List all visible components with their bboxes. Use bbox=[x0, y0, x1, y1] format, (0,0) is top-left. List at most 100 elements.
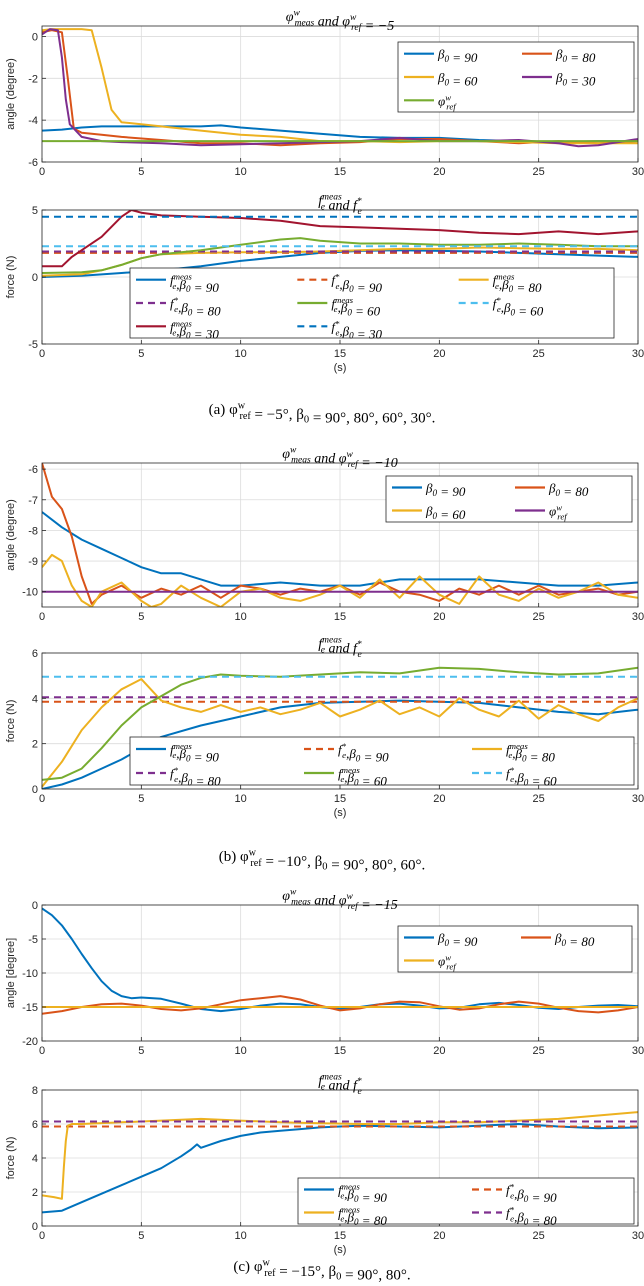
x-tick-label: 10 bbox=[235, 1045, 247, 1057]
legend-entry: β0 = 60 bbox=[425, 504, 466, 522]
x-tick-label: 15 bbox=[334, 1045, 346, 1057]
chart-title: fmeas e and f* e bbox=[318, 1073, 362, 1097]
x-tick-label: 25 bbox=[533, 166, 545, 178]
legend-box bbox=[385, 475, 633, 523]
x-tick-label: 10 bbox=[235, 166, 247, 178]
x-tick-label: 20 bbox=[433, 793, 445, 805]
legend-entry: fmeas e,β0 = 80 bbox=[493, 272, 542, 295]
legend-entry: fmeas e,β0 = 60 bbox=[338, 765, 387, 788]
legend-entry: f* e,β0 = 30 bbox=[331, 318, 382, 341]
legend-entry: f* e,β0 = 80 bbox=[170, 765, 221, 788]
legend-entry: f* e,β0 = 90 bbox=[506, 1182, 557, 1205]
legend-entry: β0 = 90 bbox=[437, 931, 478, 949]
legend-entry: f* e,β0 = 80 bbox=[170, 295, 221, 318]
y-tick-label: 2 bbox=[32, 739, 38, 751]
x-tick-label: 20 bbox=[433, 611, 445, 623]
series-line-c1-0 bbox=[42, 907, 638, 1013]
y-tick-label: 4 bbox=[32, 1153, 38, 1165]
y-axis-label: angle [degree] bbox=[5, 938, 17, 1008]
x-tick-label: 10 bbox=[235, 348, 247, 360]
x-tick-label: 10 bbox=[235, 1230, 247, 1242]
series-line-b2-0 bbox=[42, 699, 638, 789]
x-tick-label: 30 bbox=[632, 348, 644, 360]
chart-c1: 0 5 10 15 20 25 30 -20 -15 -10 -5 0 angle [degree] φw… bbox=[5, 888, 644, 1057]
y-axis-label: angle (degree) bbox=[5, 58, 17, 130]
x-tick-label: 25 bbox=[533, 611, 545, 623]
legend-box bbox=[297, 1177, 635, 1225]
x-tick-label: 20 bbox=[433, 348, 445, 360]
y-tick-label: 0 bbox=[32, 784, 38, 796]
chart-title: fmeas e and f* e bbox=[318, 193, 362, 217]
series-line-a2-4 bbox=[42, 237, 638, 274]
legend-entry: f* e,β0 = 80 bbox=[506, 1205, 557, 1228]
y-tick-label: -20 bbox=[22, 1036, 38, 1048]
y-tick-label: -2 bbox=[28, 73, 38, 85]
x-tick-label: 30 bbox=[632, 611, 644, 623]
legend-entry: f* e,β0 = 90 bbox=[338, 741, 389, 764]
y-tick-label: 6 bbox=[32, 648, 38, 660]
legend-entry: β0 = 30 bbox=[555, 70, 596, 88]
x-tick-label: 15 bbox=[334, 348, 346, 360]
caption-cap-c: (c) φw ref = −15°, β0 = 90°, 80°. bbox=[233, 1257, 410, 1283]
y-tick-label: 0 bbox=[32, 900, 38, 912]
legend-entry: φw ref bbox=[549, 503, 568, 522]
y-tick-label: -5 bbox=[28, 339, 38, 351]
x-tick-label: 5 bbox=[138, 1045, 144, 1057]
chart-b2: 0 5 10 15 20 25 30 0 2 4 6 force (N) (s) fmeas e and f… bbox=[5, 636, 644, 819]
legend-entry: fmeas e,β0 = 90 bbox=[338, 1182, 387, 1205]
x-tick-label: 25 bbox=[533, 1045, 545, 1057]
legend-entry: β0 = 60 bbox=[437, 70, 478, 88]
x-tick-label: 10 bbox=[235, 793, 247, 805]
series-line-c2-0 bbox=[42, 1123, 638, 1214]
chart-c2: 0 5 10 15 20 25 30 0 2 4 6 8 force (N) (s) fmeas e and … bbox=[5, 1073, 644, 1256]
x-tick-label: 0 bbox=[39, 166, 45, 178]
y-tick-label: -10 bbox=[22, 587, 38, 599]
y-tick-label: 5 bbox=[32, 205, 38, 217]
caption-cap-a: (a) φw ref = −5°, β0 = 90°, 80°, 60°, 30°… bbox=[209, 400, 436, 426]
legend-entry: fmeas e,β0 = 80 bbox=[506, 741, 555, 764]
x-tick-label: 20 bbox=[433, 1230, 445, 1242]
y-tick-label: 0 bbox=[32, 272, 38, 284]
x-axis-label: (s) bbox=[334, 807, 347, 819]
legend-box bbox=[397, 41, 635, 113]
chart-title: φw meas and φw ref = −10 bbox=[282, 446, 397, 471]
x-tick-label: 30 bbox=[632, 793, 644, 805]
legend-entry: β0 = 80 bbox=[548, 481, 589, 499]
y-tick-label: -15 bbox=[22, 1002, 38, 1014]
series-line-a2-6 bbox=[42, 210, 638, 268]
x-tick-label: 15 bbox=[334, 793, 346, 805]
x-axis-label: (s) bbox=[334, 1244, 347, 1256]
legend-box bbox=[397, 925, 633, 973]
legend-entry: β0 = 80 bbox=[555, 47, 596, 65]
y-tick-label: 0 bbox=[32, 1221, 38, 1233]
series-line-b2-4 bbox=[42, 666, 638, 781]
y-axis-label: force (N) bbox=[5, 700, 17, 743]
chart-title: φw meas and φw ref = −15 bbox=[282, 888, 397, 913]
y-tick-label: 0 bbox=[32, 31, 38, 43]
x-tick-label: 25 bbox=[533, 1230, 545, 1242]
y-tick-label: -6 bbox=[28, 464, 38, 476]
x-tick-label: 0 bbox=[39, 348, 45, 360]
legend-entry: f* e,β0 = 90 bbox=[331, 272, 382, 295]
y-tick-label: -9 bbox=[28, 556, 38, 568]
y-tick-label: -4 bbox=[28, 115, 38, 127]
x-tick-label: 0 bbox=[39, 1045, 45, 1057]
x-tick-label: 25 bbox=[533, 793, 545, 805]
x-tick-label: 30 bbox=[632, 1230, 644, 1242]
y-tick-label: -8 bbox=[28, 525, 38, 537]
x-tick-label: 5 bbox=[138, 348, 144, 360]
x-tick-label: 30 bbox=[632, 1045, 644, 1057]
x-tick-label: 10 bbox=[235, 611, 247, 623]
y-tick-label: -5 bbox=[28, 934, 38, 946]
legend-entry: β0 = 80 bbox=[554, 931, 595, 949]
chart-title: φw meas and φw ref = −5 bbox=[286, 9, 394, 34]
x-tick-label: 5 bbox=[138, 166, 144, 178]
x-tick-label: 25 bbox=[533, 348, 545, 360]
legend-entry: fmeas e,β0 = 90 bbox=[170, 741, 219, 764]
x-tick-label: 15 bbox=[334, 1230, 346, 1242]
legend-entry: f* e,β0 = 60 bbox=[493, 295, 544, 318]
series-line-c1-1 bbox=[42, 995, 638, 1015]
y-tick-label: -7 bbox=[28, 495, 38, 507]
x-tick-label: 15 bbox=[334, 166, 346, 178]
